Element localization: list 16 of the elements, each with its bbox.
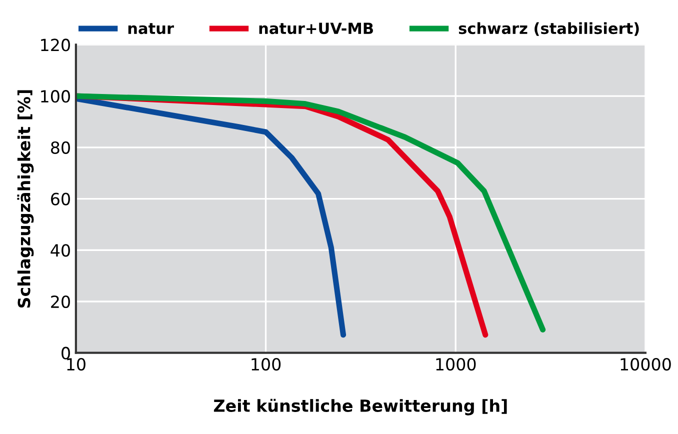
y-tick-label: 40 (50, 244, 70, 257)
y-tick-label: 100 (41, 90, 70, 103)
y-tick-label: 120 (41, 38, 70, 52)
legend-label: natur (128, 23, 174, 34)
x-tick-label: 100 (252, 358, 281, 371)
x-tick-label: 10000 (620, 358, 671, 371)
y-axis-title: Schlagzugzähigkeit [%] (17, 90, 34, 308)
x-tick-label: 1000 (436, 358, 476, 371)
x-axis-title: Zeit künstliche Bewitterung [h] (214, 398, 507, 416)
y-tick-label: 0 (62, 346, 70, 360)
y-tick-label: 60 (51, 192, 70, 206)
legend-label: natur+UV-MB (259, 22, 373, 34)
legend-label: schwarz (stabilisiert) (458, 22, 639, 36)
y-tick-label: 20 (51, 295, 70, 308)
x-tick-label: 10 (67, 358, 86, 371)
y-tick-label: 80 (50, 141, 70, 154)
